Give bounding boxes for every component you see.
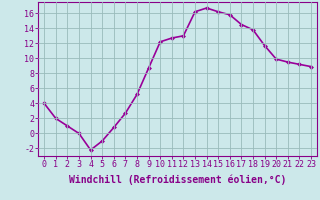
X-axis label: Windchill (Refroidissement éolien,°C): Windchill (Refroidissement éolien,°C) <box>69 175 286 185</box>
